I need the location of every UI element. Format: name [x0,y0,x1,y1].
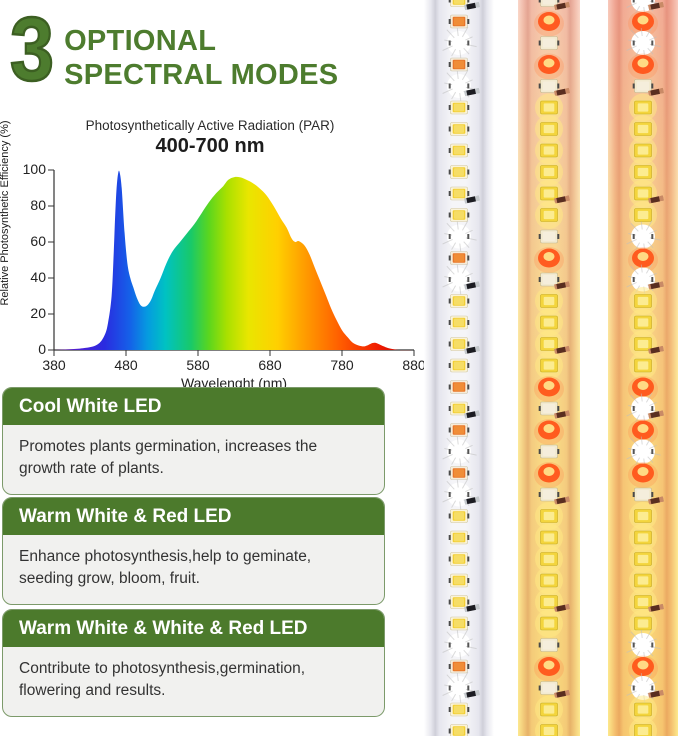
svg-text:100: 100 [23,161,47,177]
svg-text:580: 580 [186,357,210,373]
svg-text:60: 60 [30,233,46,249]
svg-text:20: 20 [30,305,46,321]
svg-text:880: 880 [402,357,426,373]
svg-text:40: 40 [30,269,46,285]
svg-text:80: 80 [30,197,46,213]
svg-text:0: 0 [38,341,46,357]
svg-text:380: 380 [42,357,66,373]
svg-text:680: 680 [258,357,282,373]
svg-text:480: 480 [114,357,138,373]
svg-text:780: 780 [330,357,354,373]
